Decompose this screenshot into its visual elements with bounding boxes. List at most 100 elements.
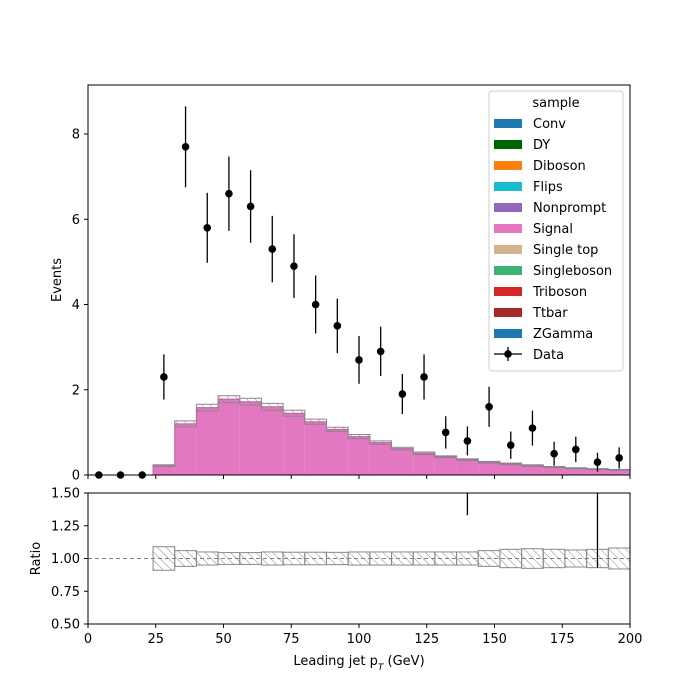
signal-bar: [478, 462, 500, 475]
signal-bar: [174, 423, 197, 475]
legend-label: Nonprompt: [533, 201, 606, 216]
legend-label: Ttbar: [532, 306, 568, 321]
mc-uncertainty-bin: [412, 451, 436, 456]
mc-uncertainty-bin: [499, 462, 523, 466]
signal-bar: [499, 463, 522, 475]
ratio-uncertainty-bin: [607, 547, 631, 570]
ratio-panel: 0.50 0.75 1.00 1.25 1.50 0 25 50 75 100 125 150 175…: [29, 487, 642, 674]
legend-swatch: [494, 203, 522, 212]
x-tick-label: 100: [347, 632, 372, 647]
signal-bar: [543, 466, 565, 475]
ratio-uncertainty-band: [152, 546, 631, 571]
mc-uncertainty-bin: [217, 395, 241, 404]
ratio-y-axis-label: Ratio: [29, 542, 44, 575]
mc-uncertainty-bin: [434, 455, 458, 459]
data-point: [290, 262, 298, 270]
data-point: [615, 454, 623, 462]
main-y-axis-label: Events: [50, 258, 65, 302]
legend-title: sample: [532, 96, 579, 111]
x-tick-label: 75: [283, 632, 300, 647]
main-y-tick-label: 4: [72, 298, 80, 313]
ratio-uncertainty-bin: [369, 551, 393, 566]
mc-uncertainty-bin: [174, 420, 197, 428]
main-y-tick-label: 0: [72, 469, 80, 484]
legend-label: Diboson: [533, 159, 586, 174]
ratio-uncertainty-bin: [152, 546, 176, 571]
data-point: [528, 424, 537, 432]
data-point: [203, 223, 212, 232]
legend-swatch: [494, 287, 522, 296]
signal-bar: [304, 421, 327, 475]
signal-bar: [456, 459, 479, 475]
x-tick-label: 25: [147, 632, 164, 647]
signal-bar: [434, 456, 457, 475]
x-tick-label: 125: [414, 632, 439, 647]
mc-uncertainty-bin: [477, 460, 501, 464]
data-point: [441, 428, 450, 437]
signal-bar: [261, 406, 284, 475]
legend-swatch: [494, 161, 522, 170]
legend-label: Flips: [533, 180, 563, 195]
data-point: [506, 441, 515, 449]
data-point: [268, 245, 277, 253]
ratio-y-tick-label: 1.50: [51, 487, 80, 502]
data-point: [376, 347, 385, 356]
legend-swatch: [494, 245, 522, 254]
x-tick-label: 50: [215, 632, 232, 647]
data-point: [420, 373, 428, 381]
legend-data-marker: [504, 350, 512, 358]
ratio-x-ticks: 0 25 50 75 100 125 150 175 200: [84, 624, 642, 647]
ratio-y-tick-label: 0.50: [51, 618, 80, 633]
signal-bar: [564, 468, 587, 475]
main-y-ticks: 0 2 4 6 8: [72, 128, 88, 484]
x-axis-label: Leading jet pT (GeV): [293, 654, 424, 673]
signal-bar: [239, 401, 262, 475]
legend-swatch: [494, 329, 522, 338]
data-point: [355, 356, 363, 364]
main-panel: 0 2 4 6 8 Events: [50, 84, 631, 484]
data-points: [95, 106, 623, 479]
legend-swatch: [494, 266, 522, 275]
x-tick-label: 150: [482, 632, 507, 647]
data-point: [246, 202, 255, 211]
data-point: [225, 189, 233, 198]
main-x-ticks: [87, 475, 631, 479]
data-point: [550, 449, 558, 458]
mc-uncertainty-bin: [152, 464, 176, 467]
mc-uncertainty-bin: [391, 446, 414, 451]
mc-stack: [88, 398, 630, 476]
ratio-uncertainty-bin: [347, 551, 371, 566]
mc-uncertainty-bin: [564, 467, 588, 470]
x-tick-label: 175: [550, 632, 575, 647]
legend-label: ZGamma: [533, 327, 593, 342]
ratio-uncertainty-bin: [564, 549, 588, 568]
legend-swatch: [494, 119, 522, 128]
signal-bar: [391, 448, 414, 475]
signal-bar: [326, 429, 349, 475]
mc-uncertainty-bin: [347, 434, 371, 440]
data-point: [593, 458, 602, 467]
mc-uncertainty-bin: [542, 465, 566, 468]
mc-uncertainty-bin: [304, 418, 327, 425]
signal-bar: [348, 436, 370, 475]
signal-bar: [413, 453, 435, 475]
mc-uncertainty-bin: [607, 468, 631, 471]
mc-uncertainty-bin: [456, 458, 479, 462]
legend-swatch: [494, 224, 522, 233]
main-y-tick-label: 6: [72, 213, 80, 228]
legend-label: DY: [533, 138, 550, 153]
legend-label: Data: [533, 348, 564, 363]
data-point: [572, 445, 580, 454]
mc-uncertainty-bin: [325, 426, 349, 433]
ratio-data-points: [466, 493, 599, 568]
signal-bar: [586, 469, 609, 475]
main-y-tick-label: 2: [72, 383, 80, 398]
data-point: [333, 322, 342, 330]
signal-bar: [521, 465, 544, 475]
mc-uncertainty-bin: [239, 397, 262, 406]
mc-uncertainty-bin: [195, 403, 219, 412]
ratio-y-tick-label: 1.00: [51, 552, 80, 567]
x-tick-label: 0: [84, 632, 92, 647]
signal-bar: [283, 413, 305, 475]
ratio-y-tick-label: 0.75: [51, 585, 80, 600]
